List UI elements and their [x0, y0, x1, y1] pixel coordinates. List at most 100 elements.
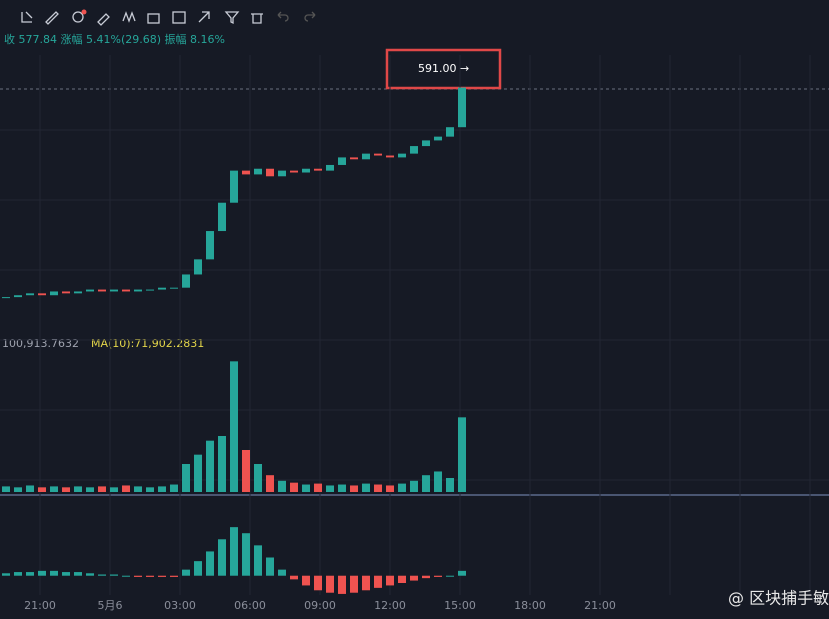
tool-icon[interactable]: [224, 11, 240, 25]
macd-bar: [326, 575, 334, 593]
toolbar: [21, 9, 316, 26]
volume-bar: [446, 478, 454, 492]
macd-bar: [458, 570, 466, 576]
macd-bar: [146, 575, 154, 577]
candle: [254, 168, 262, 175]
macd-bar: [350, 575, 358, 593]
watermark: @ 区块捕手敏姐: [728, 589, 829, 608]
tool-icon[interactable]: [277, 11, 289, 22]
macd-bar: [338, 575, 346, 594]
tool-icon[interactable]: [97, 13, 110, 26]
volume-bar: [362, 483, 370, 492]
candle: [2, 297, 10, 299]
tool-icon[interactable]: [122, 11, 136, 23]
tool-icon[interactable]: [251, 13, 263, 24]
macd-bar: [266, 557, 274, 576]
time-label: 21:00: [24, 599, 56, 612]
volume-bar: [182, 464, 190, 492]
volume-bar: [50, 486, 58, 492]
candle: [458, 87, 466, 128]
volume-bar: [170, 484, 178, 492]
candle: [182, 274, 190, 288]
macd-bar: [218, 539, 226, 576]
tool-icon[interactable]: [304, 11, 316, 22]
macd-bar: [374, 575, 382, 588]
candle: [170, 287, 178, 289]
macd-bar: [170, 575, 178, 577]
volume-bar: [218, 436, 226, 492]
tool-badge: [81, 9, 87, 15]
volume-bar: [146, 487, 154, 492]
tool-icon[interactable]: [21, 11, 33, 23]
macd-bar: [26, 572, 34, 576]
volume-bar: [434, 471, 442, 492]
time-label: 06:00: [234, 599, 266, 612]
time-label: 5月6: [98, 599, 123, 612]
candle: [98, 289, 106, 292]
macd-bar: [398, 575, 406, 583]
tool-icon[interactable]: [72, 11, 84, 23]
candle: [386, 155, 394, 158]
candle: [26, 293, 34, 296]
tool-icon[interactable]: [45, 11, 59, 25]
candle: [134, 289, 142, 292]
macd-bar: [302, 575, 310, 586]
candle: [266, 168, 274, 177]
volume-bar: [122, 485, 130, 492]
macd-bar: [194, 561, 202, 576]
macd-bar: [62, 572, 70, 576]
time-label: 21:00: [584, 599, 616, 612]
tool-icon[interactable]: [147, 13, 160, 24]
volume-bar: [278, 480, 286, 492]
candle: [242, 170, 250, 175]
candle: [146, 289, 154, 291]
macd-bar: [182, 569, 190, 576]
volume-bar: [62, 487, 70, 492]
volume-bar: [398, 483, 406, 492]
volume-bar: [206, 440, 214, 492]
candle: [278, 170, 286, 177]
volume-bar: [14, 487, 22, 492]
price: 591.00: [418, 62, 457, 75]
candle: [218, 202, 226, 232]
time-label: 18:00: [514, 599, 546, 612]
macd-bar: [254, 545, 262, 576]
macd-bar: [434, 575, 442, 577]
volume-ma: MA(10):71,902.2831: [91, 337, 204, 350]
volume-bar: [194, 454, 202, 492]
tool-icon[interactable]: [172, 11, 186, 24]
candle: [422, 140, 430, 147]
macd-bar: [446, 575, 454, 577]
volume-bar: [314, 483, 322, 492]
candle: [206, 231, 214, 260]
candle: [62, 291, 70, 294]
macd-bar: [206, 551, 214, 576]
macd-bar: [14, 572, 22, 576]
volume-bar: [350, 485, 358, 492]
volume-bar: [266, 475, 274, 492]
candle: [14, 295, 22, 298]
macd-bar: [278, 569, 286, 576]
volume-bar: [158, 486, 166, 492]
volume-bar: [374, 484, 382, 492]
highlight-box: [385, 48, 502, 90]
volume-bar: [386, 485, 394, 492]
candle: [362, 153, 370, 160]
macd-bar: [122, 575, 130, 577]
macd-bar: [422, 575, 430, 579]
candle: [446, 127, 454, 137]
macd-bar: [38, 570, 46, 576]
volume-bar: [74, 486, 82, 492]
candle: [410, 146, 418, 154]
candle: [50, 291, 58, 296]
tool-icon[interactable]: [198, 11, 210, 23]
macd-bar: [290, 575, 298, 580]
macd-bar: [110, 574, 118, 576]
volume-bar: [290, 482, 298, 492]
macd-bar: [50, 570, 58, 576]
macd-bar: [158, 575, 166, 577]
volume-bar: [86, 487, 94, 492]
time-label: 15:00: [444, 599, 476, 612]
macd-bar: [2, 573, 10, 576]
